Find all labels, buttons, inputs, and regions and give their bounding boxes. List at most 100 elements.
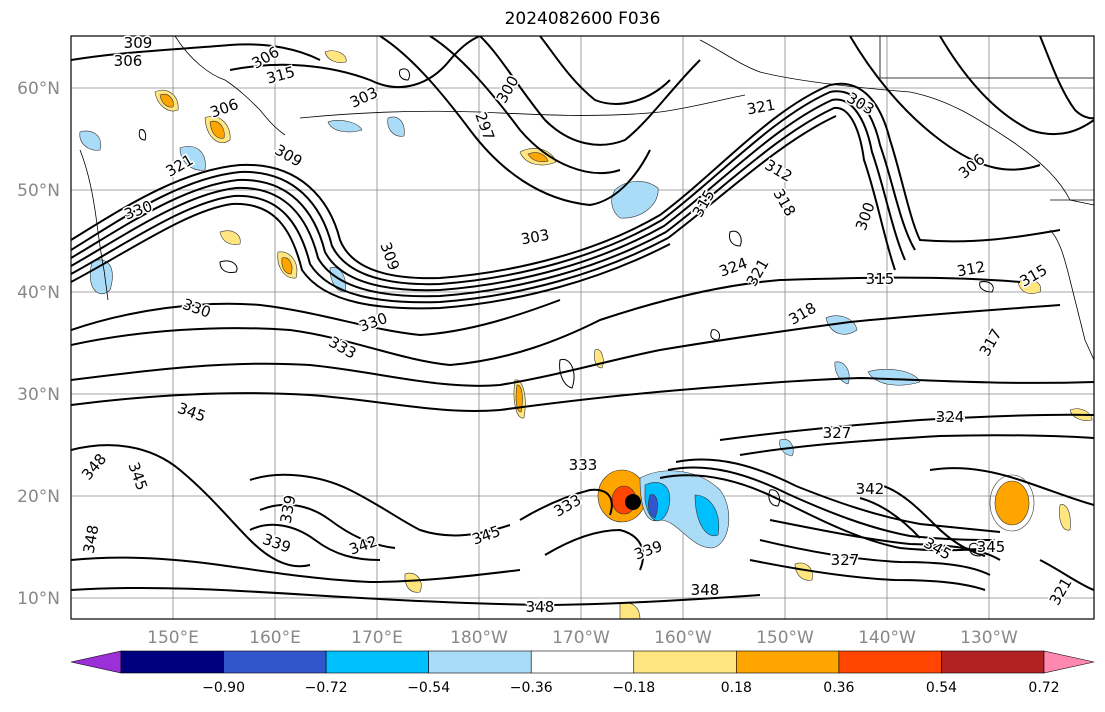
colorbar-tick-label: −0.36 [510, 680, 553, 696]
contour-line [379, 36, 651, 207]
contour-label: 348 [691, 581, 720, 599]
colorbar-tick-label: 0.18 [721, 680, 752, 696]
small-contour [399, 68, 411, 81]
contour-label: 348 [526, 598, 555, 616]
patch-lightblue [825, 315, 858, 335]
contour-line [719, 413, 1094, 441]
contour-line [1039, 36, 1094, 120]
patch-lightblue [79, 130, 102, 151]
colorbar-segment [223, 650, 327, 674]
contour-line [429, 36, 621, 175]
patch-lightblue [611, 181, 659, 219]
patch-lightblue [387, 116, 405, 137]
contour-line [249, 523, 381, 561]
contour-details [138, 68, 994, 557]
lat-label: 20°N [17, 487, 60, 507]
small-contour [729, 230, 742, 247]
contour-label: 315 [866, 270, 895, 288]
patch-blue [694, 494, 720, 537]
patch-yellow [219, 230, 241, 245]
colorbar-segment [941, 650, 1045, 674]
patch-darkblue [648, 494, 658, 519]
colorbar-segment [428, 650, 532, 674]
contour-label: 303 [519, 226, 550, 249]
lon-label: 130°W [960, 628, 1018, 648]
patch-yellow [989, 474, 1035, 532]
colorbar-tick-label: 0.36 [823, 680, 854, 696]
patch-orange [994, 480, 1030, 526]
colorbar-segment [736, 650, 840, 674]
typhoon-center [625, 494, 641, 510]
lon-label: 150°E [147, 628, 199, 648]
contours [71, 36, 1094, 607]
colorbar-tick-label: −0.18 [612, 680, 655, 696]
lon-label: 170°E [351, 628, 403, 648]
lat-label: 40°N [17, 283, 60, 303]
patch-yellow [1059, 504, 1071, 531]
contour-line [1039, 559, 1094, 591]
contour-line [675, 458, 1001, 533]
contour-line [939, 36, 1094, 136]
latitude-labels: 60°N 50°N 40°N 30°N 20°N 10°N [17, 79, 60, 609]
lat-label: 10°N [17, 589, 60, 609]
lat-label: 50°N [17, 181, 60, 201]
longitude-labels: 150°E 160°E 170°E 180°W 170°W 160°W 150°… [147, 628, 1018, 648]
contour-line [769, 519, 1001, 561]
patch-yellow [1017, 279, 1041, 294]
lat-label: 30°N [17, 385, 60, 405]
colorbar-ticks: −0.90 −0.72 −0.54 −0.36 −0.18 0.18 0.36 0.54 0.7… [202, 680, 1059, 696]
coastline-kuril [79, 149, 109, 301]
coastline-alaska [699, 39, 1094, 206]
contour-line [259, 503, 396, 549]
patch-orange [209, 120, 225, 139]
contour-line [71, 556, 521, 584]
contour-line [71, 376, 1094, 413]
coastlines [79, 36, 1094, 361]
lon-label: 180°W [450, 628, 508, 648]
contour-line [249, 473, 511, 537]
coastline-canada [1049, 229, 1094, 361]
lon-label: 170°W [552, 628, 610, 648]
lon-label: 160°E [249, 628, 301, 648]
border-alaska-canada [879, 36, 1094, 79]
patch-lightblue [327, 120, 363, 133]
shaded-patches [79, 50, 1093, 619]
contour-line [71, 98, 906, 292]
contour-line [879, 484, 986, 557]
patch-yellow [794, 562, 813, 581]
contour-line [71, 82, 1061, 280]
patch-orange [281, 257, 293, 275]
contour-line [71, 299, 561, 337]
patch-lightblue [867, 369, 921, 386]
colorbar-segment [120, 650, 224, 674]
contour-line [71, 90, 916, 286]
colorbar-tick-label: 0.54 [926, 680, 957, 696]
patch-orange [159, 94, 174, 108]
colorbar-extend-max [1043, 650, 1095, 674]
colorbar-extend-min [70, 650, 122, 674]
small-contour [710, 329, 721, 341]
contour-line [71, 43, 321, 61]
contour-line [539, 36, 671, 105]
contour-line [229, 36, 481, 89]
small-contour [559, 358, 575, 389]
contour-line [759, 539, 991, 576]
coastline-aleutian [299, 94, 746, 119]
contour-line [739, 434, 1094, 456]
contour-line [659, 474, 991, 552]
lat-label: 60°N [17, 79, 60, 99]
patch-yellow [324, 50, 347, 63]
small-contour [219, 260, 238, 273]
map-frame [70, 35, 1095, 620]
contour-label: 345 [977, 538, 1006, 556]
contour-label: 327 [823, 424, 852, 442]
map-title: 2024082600 F036 [504, 9, 661, 29]
colorbar-segment [325, 650, 429, 674]
small-contour [768, 489, 781, 507]
contour-label: 306 [114, 52, 143, 70]
patch-orange [515, 384, 523, 413]
contour-line [71, 115, 837, 304]
coastline-kamchatka [174, 36, 286, 136]
patch-orange [527, 152, 549, 163]
